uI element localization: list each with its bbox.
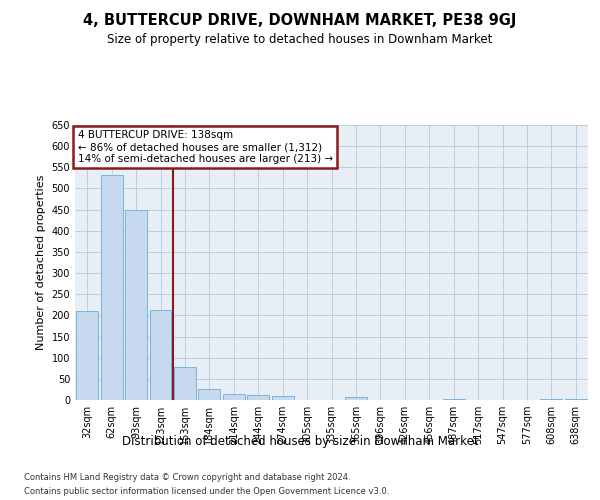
Text: Size of property relative to detached houses in Downham Market: Size of property relative to detached ho… — [107, 32, 493, 46]
Bar — [149, 310, 172, 400]
Bar — [101, 174, 122, 400]
Bar — [199, 388, 220, 400]
Bar — [223, 394, 245, 400]
Bar — [125, 210, 147, 400]
Bar — [272, 396, 293, 400]
Text: Contains HM Land Registry data © Crown copyright and database right 2024.: Contains HM Land Registry data © Crown c… — [24, 472, 350, 482]
Text: 4, BUTTERCUP DRIVE, DOWNHAM MARKET, PE38 9GJ: 4, BUTTERCUP DRIVE, DOWNHAM MARKET, PE38… — [83, 12, 517, 28]
Text: Contains public sector information licensed under the Open Government Licence v3: Contains public sector information licen… — [24, 488, 389, 496]
Bar — [247, 396, 269, 400]
Bar — [345, 398, 367, 400]
Y-axis label: Number of detached properties: Number of detached properties — [36, 175, 46, 350]
Bar — [174, 367, 196, 400]
Bar — [541, 399, 562, 400]
Bar — [443, 398, 464, 400]
Text: Distribution of detached houses by size in Downham Market: Distribution of detached houses by size … — [122, 435, 478, 448]
Text: 4 BUTTERCUP DRIVE: 138sqm
← 86% of detached houses are smaller (1,312)
14% of se: 4 BUTTERCUP DRIVE: 138sqm ← 86% of detac… — [77, 130, 332, 164]
Bar — [76, 311, 98, 400]
Bar — [565, 399, 587, 400]
